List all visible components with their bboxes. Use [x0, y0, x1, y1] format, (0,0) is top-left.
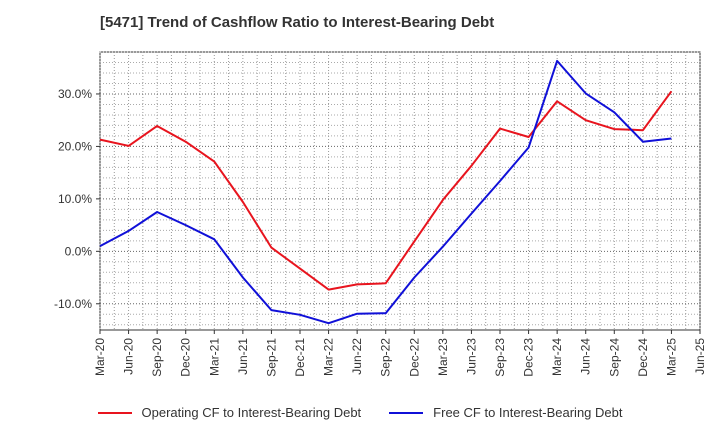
- legend-swatch-operating-cf: [97, 411, 132, 414]
- legend-item-operating-cf: Operating CF to Interest-Bearing Debt: [97, 405, 362, 420]
- y-tick-label: 10.0%: [58, 192, 92, 206]
- series-line-operating-cf: [99, 90, 673, 291]
- legend: Operating CF to Interest-Bearing Debt Fr…: [0, 405, 720, 420]
- x-tick-label: Mar-24: [550, 338, 564, 376]
- y-tick-label: 0.0%: [65, 244, 93, 258]
- y-tick-label: 20.0%: [58, 139, 92, 153]
- x-tick-label: Mar-22: [322, 338, 336, 376]
- x-tick-label: Jun-20: [122, 338, 136, 375]
- x-tick-label: Sep-21: [264, 338, 278, 377]
- x-tick-label: Mar-25: [664, 338, 678, 376]
- x-tick-label: Sep-23: [493, 338, 507, 377]
- x-tick-label: Jun-25: [693, 338, 707, 375]
- x-tick-label: Dec-24: [636, 338, 650, 377]
- x-tick-label: Dec-23: [522, 338, 536, 377]
- chart-title: [5471] Trend of Cashflow Ratio to Intere…: [100, 14, 495, 31]
- x-tick-label: Sep-24: [607, 338, 621, 377]
- y-tick-label: 30.0%: [58, 87, 92, 101]
- x-tick-label: Dec-20: [179, 338, 193, 377]
- legend-swatch-free-cf: [389, 411, 424, 414]
- x-tick-label: Mar-21: [207, 338, 221, 376]
- series-line-free-cf: [99, 59, 672, 325]
- series-layer: [99, 59, 673, 325]
- x-tick-label: Sep-20: [150, 338, 164, 377]
- y-tick-label: -10.0%: [54, 297, 92, 311]
- x-tick-label: Jun-22: [350, 338, 364, 375]
- x-tick-label: Mar-20: [93, 338, 107, 376]
- x-tick-label: Dec-22: [407, 338, 421, 377]
- legend-item-free-cf: Free CF to Interest-Bearing Debt: [389, 405, 622, 420]
- x-tick-label: Jun-24: [579, 338, 593, 375]
- grid-layer: [99, 51, 701, 330]
- x-tick-label: Sep-22: [379, 338, 393, 377]
- x-tick-label: Jun-21: [236, 338, 250, 375]
- axis-layer: -10.0% 0.0% 10.0% 20.0% 30.0% Mar-20 Jun-20 Sep…: [54, 87, 707, 377]
- x-tick-label: Mar-23: [436, 338, 450, 376]
- legend-label-operating-cf: Operating CF to Interest-Bearing Debt: [141, 405, 362, 420]
- legend-label-free-cf: Free CF to Interest-Bearing Debt: [433, 405, 623, 420]
- x-tick-label: Dec-21: [293, 338, 307, 377]
- x-tick-label: Jun-23: [464, 338, 478, 375]
